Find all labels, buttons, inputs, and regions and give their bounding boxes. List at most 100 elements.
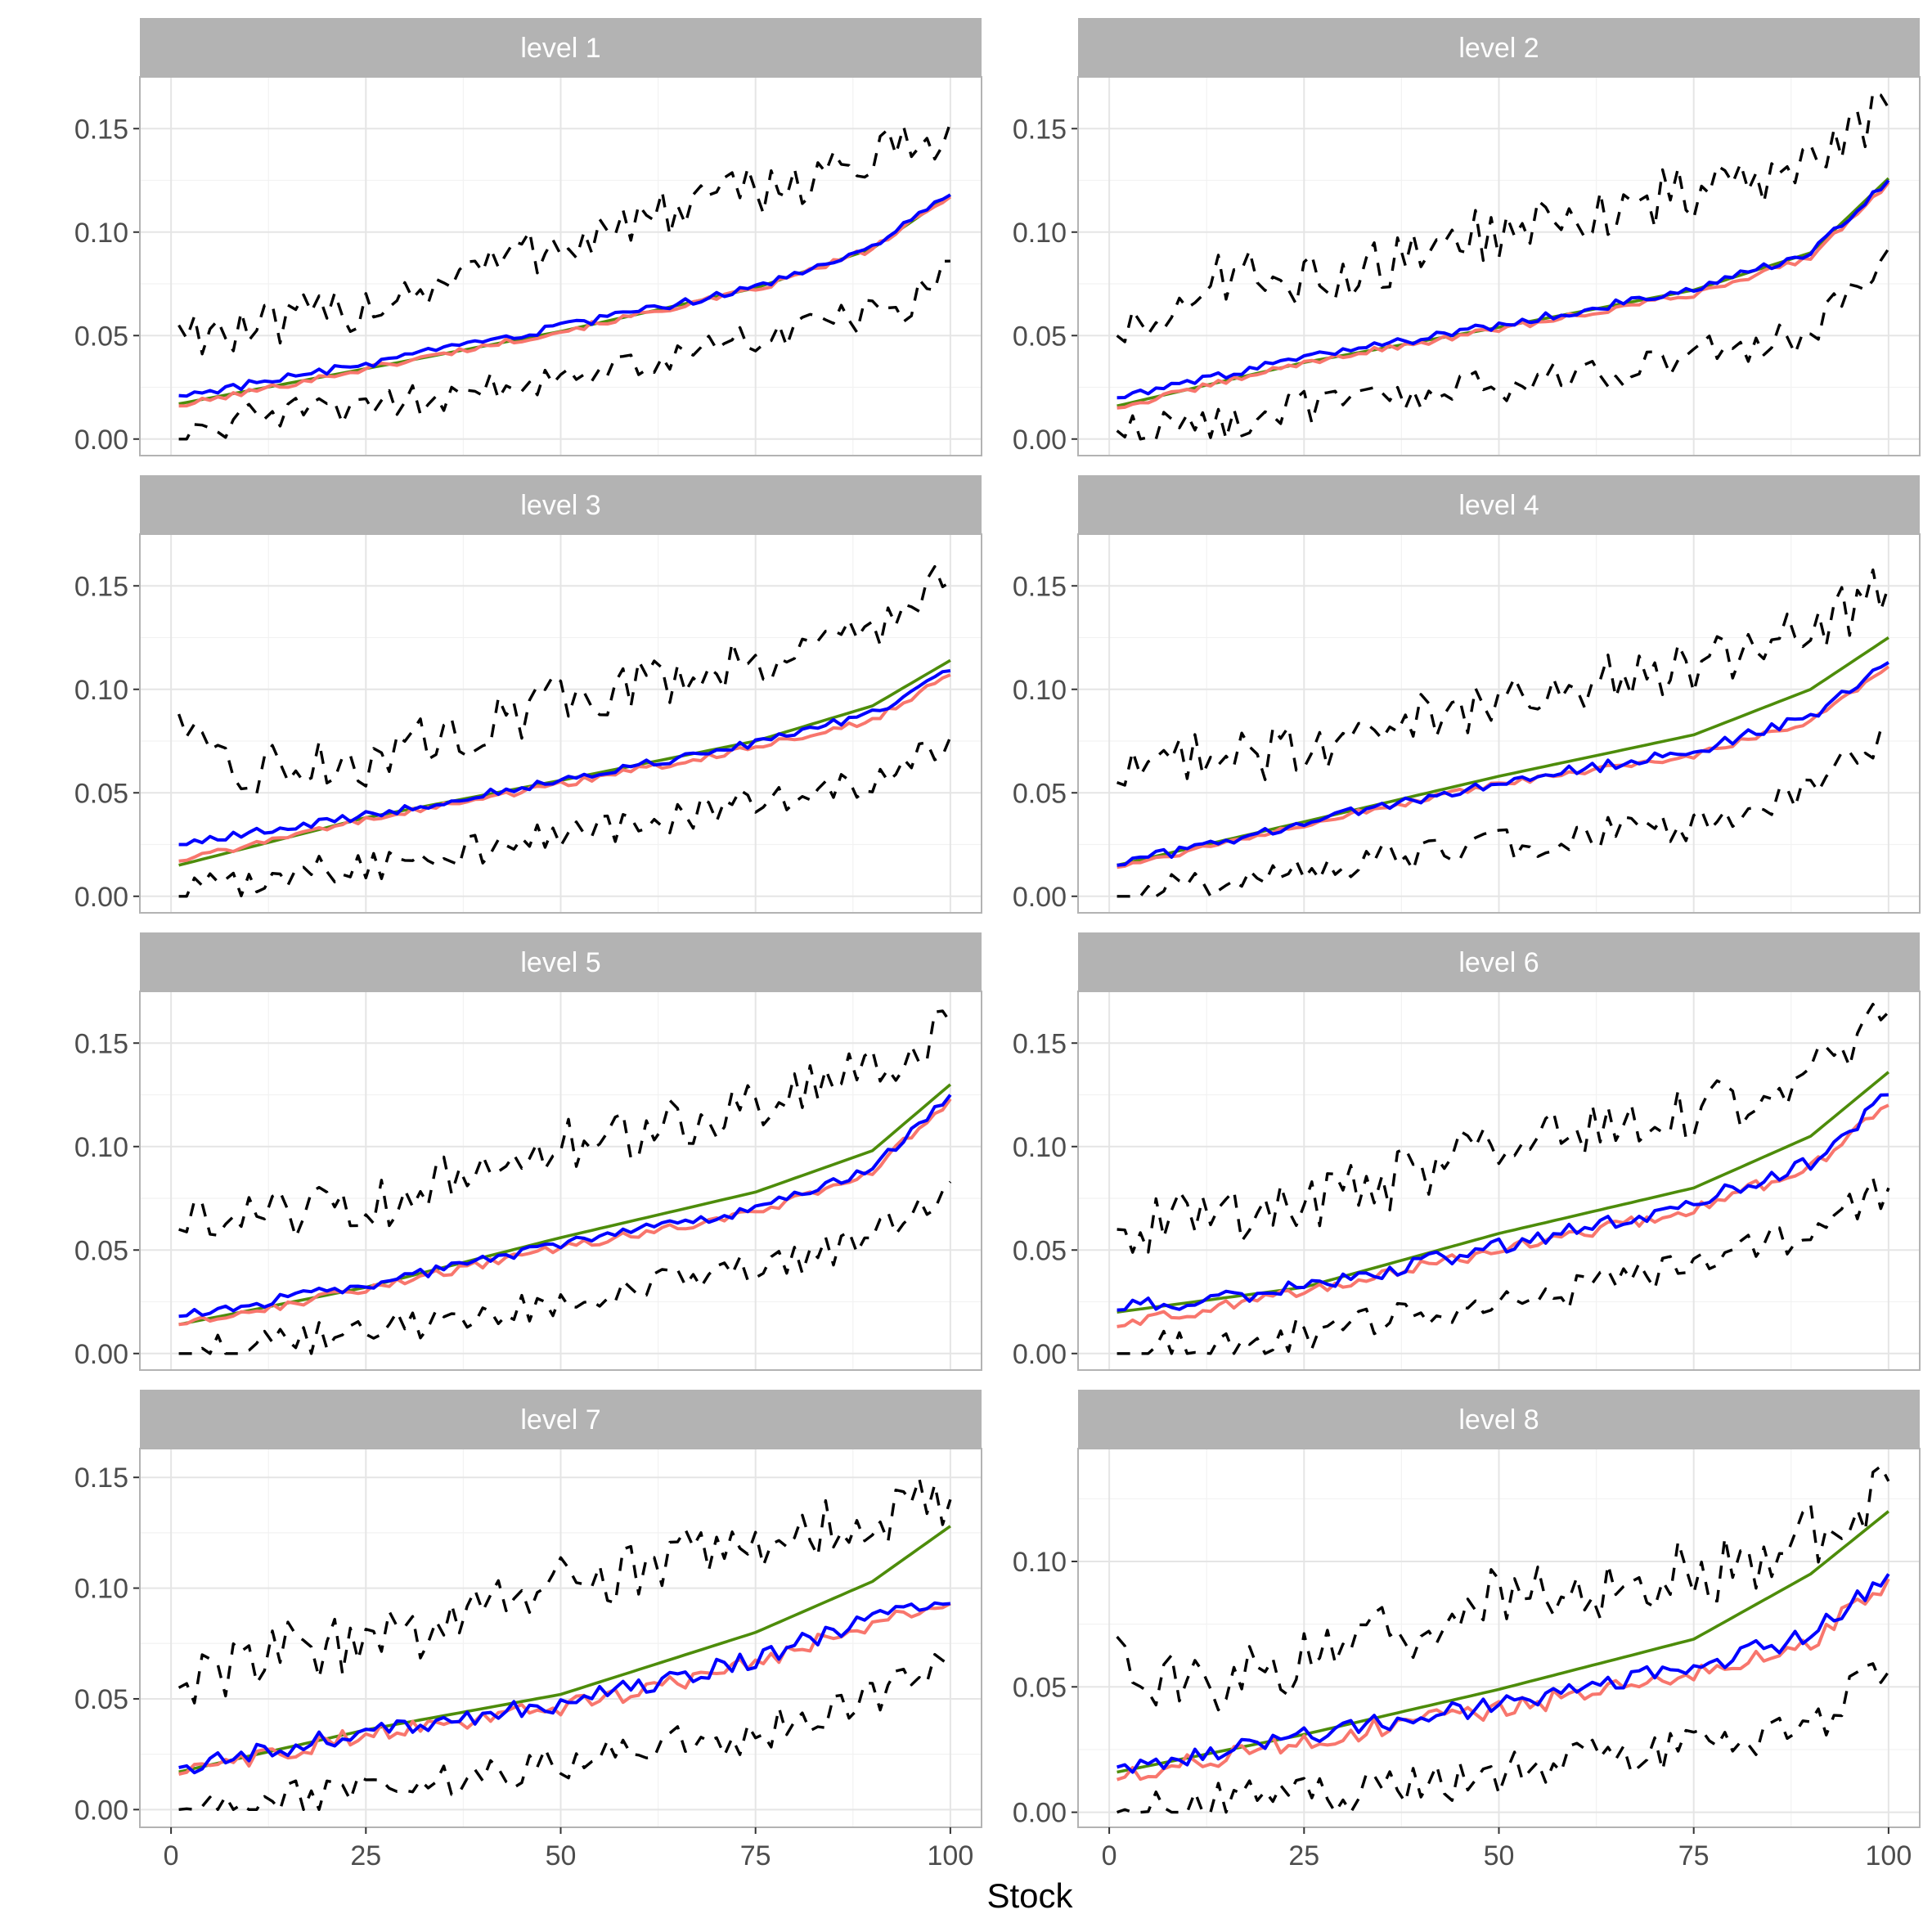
series-line-green — [1117, 1071, 1890, 1314]
panel-border — [1077, 991, 1921, 1371]
series-line-upper — [177, 564, 951, 795]
y-tick-label: 0.00 — [1013, 1339, 1067, 1370]
y-tick-label: 0.15 — [74, 1028, 128, 1059]
y-tick-label: 0.05 — [74, 1235, 128, 1266]
series-line-blue — [1117, 1573, 1890, 1774]
panel-1: level 1 0.00 0.05 0.10 0.15 — [74, 18, 982, 456]
y-tick-label: 0.10 — [74, 1132, 128, 1163]
y-tick-label: 0.05 — [74, 321, 128, 352]
x-axis-title: Stock — [986, 1876, 1073, 1915]
strip-label: level 2 — [1458, 33, 1539, 64]
panel-5: level 5 0.00 0.05 0.10 0.15 — [74, 932, 982, 1371]
y-tick-label: 0.15 — [1013, 1028, 1067, 1059]
series-line-lower — [178, 1652, 951, 1812]
y-tick-label: 0.00 — [1013, 882, 1067, 913]
series-line-lower — [178, 736, 952, 898]
strip-background — [140, 18, 982, 77]
strip-background — [1078, 18, 1920, 77]
series-line-lower — [178, 259, 950, 441]
panel-8: level 8 0.00 0.05 0.10 0 25 50 75 100 — [1013, 1390, 1921, 1871]
series-line-lower — [1117, 1176, 1890, 1355]
x-tick-label: 0 — [1102, 1840, 1117, 1871]
y-tick-label: 0.10 — [1013, 675, 1067, 706]
y-tick-label: 0.00 — [74, 882, 128, 913]
panel-border — [139, 76, 982, 456]
series-line-blue — [1117, 1093, 1889, 1312]
series-line-upper — [177, 122, 952, 356]
series-line-lower — [178, 1180, 952, 1355]
y-tick-label: 0.10 — [74, 218, 128, 249]
strip-background — [1078, 475, 1920, 534]
y-tick-label: 0.10 — [1013, 1547, 1067, 1578]
y-tick-label: 0.05 — [1013, 321, 1067, 352]
y-tick-label: 0.10 — [74, 675, 128, 706]
series-line-green — [178, 1525, 951, 1774]
series-line-lower — [1117, 1662, 1890, 1814]
y-tick-label: 0.00 — [74, 1339, 128, 1370]
panel-6: level 6 0.00 0.05 0.10 0.15 — [1013, 932, 1921, 1371]
strip-background — [140, 1390, 982, 1449]
strip-label: level 1 — [520, 33, 600, 64]
strip-label: level 4 — [1458, 490, 1539, 521]
series-line-lower — [1117, 727, 1889, 898]
y-tick-label: 0.00 — [74, 425, 128, 456]
x-tick-label: 75 — [1678, 1840, 1710, 1871]
y-tick-label: 0.00 — [74, 1795, 128, 1826]
series-line-upper — [177, 1476, 952, 1705]
x-tick-label: 50 — [546, 1840, 577, 1871]
series-line-upper — [1117, 568, 1890, 787]
x-tick-label: 0 — [164, 1840, 179, 1871]
x-tick-label: 25 — [1288, 1840, 1319, 1871]
x-tick-label: 25 — [350, 1840, 381, 1871]
series-line-green — [178, 1083, 952, 1327]
y-tick-label: 0.15 — [1013, 114, 1067, 145]
y-tick-label: 0.00 — [1013, 425, 1067, 456]
x-tick-label: 50 — [1484, 1840, 1515, 1871]
series-line-upper — [178, 1009, 952, 1239]
y-tick-label: 0.05 — [74, 1684, 128, 1715]
x-tick-label: 100 — [928, 1840, 974, 1871]
strip-background — [1078, 1390, 1920, 1449]
x-tick-label: 100 — [1866, 1840, 1912, 1871]
y-tick-label: 0.10 — [1013, 1132, 1067, 1163]
y-tick-label: 0.15 — [74, 571, 128, 602]
panel-4: level 4 0.00 0.05 0.10 0.15 — [1013, 475, 1921, 914]
y-tick-label: 0.05 — [1013, 1235, 1067, 1266]
y-tick-label: 0.15 — [74, 1462, 128, 1494]
series-line-orange — [178, 673, 951, 863]
series-line-lower — [1116, 248, 1890, 441]
strip-label: level 3 — [520, 490, 600, 521]
y-tick-label: 0.05 — [1013, 778, 1067, 809]
series-line-blue — [1117, 661, 1889, 867]
panel-border — [1077, 533, 1921, 914]
strip-label: level 8 — [1458, 1404, 1539, 1436]
series-line-upper — [1117, 1002, 1890, 1254]
panel-2: level 2 0.00 0.05 0.10 0.15 — [1013, 18, 1921, 456]
x-tick-label: 75 — [740, 1840, 771, 1871]
strip-background — [140, 475, 982, 534]
y-tick-label: 0.15 — [1013, 571, 1067, 602]
series-line-orange — [1116, 1578, 1890, 1781]
y-tick-label: 0.15 — [74, 114, 128, 145]
strip-label: level 7 — [520, 1404, 600, 1436]
series-line-blue — [178, 1094, 952, 1319]
strip-label: level 5 — [520, 947, 600, 978]
y-tick-label: 0.00 — [1013, 1798, 1067, 1829]
strip-label: level 6 — [1458, 947, 1539, 978]
panel-border — [139, 533, 982, 914]
series-line-upper — [1116, 1464, 1890, 1712]
panel-border — [139, 991, 982, 1371]
strip-background — [1078, 932, 1920, 991]
series-line-blue — [178, 193, 951, 398]
series-line-orange — [1117, 181, 1890, 410]
panel-border — [1077, 76, 1921, 456]
y-tick-label: 0.10 — [74, 1574, 128, 1605]
series-line-orange — [178, 195, 952, 408]
series-line-blue — [1117, 179, 1890, 400]
series-line-green — [1117, 1510, 1890, 1774]
panel-3: level 3 0.00 0.05 0.10 0.15 — [74, 475, 982, 914]
series-line-blue — [178, 1601, 951, 1775]
y-tick-label: 0.05 — [74, 778, 128, 809]
panel-7: level 7 0.00 0.05 0.10 0.15 0 25 50 75 100 — [74, 1390, 982, 1871]
